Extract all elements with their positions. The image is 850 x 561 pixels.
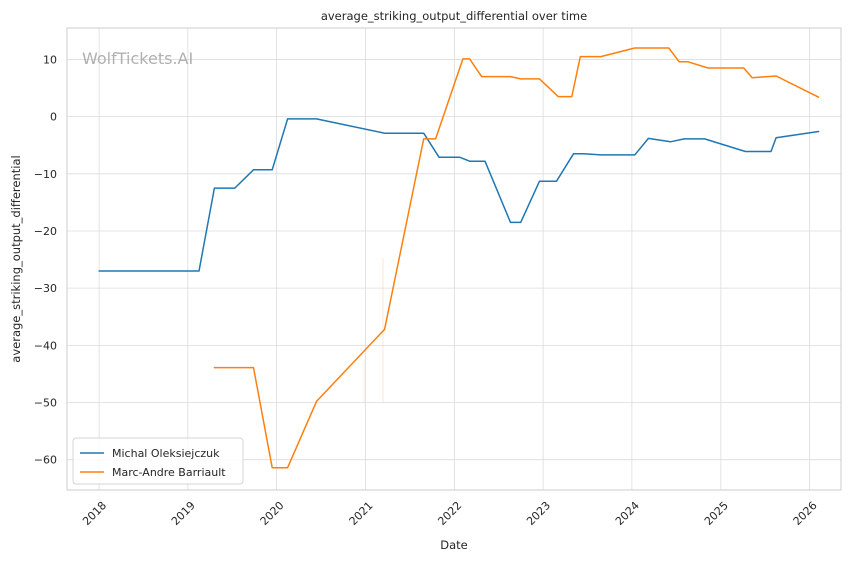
series-line-michal-oleksiejczuk bbox=[98, 118, 820, 272]
y-tick-labels: 10 0 −10 −20 −30 −40 −50 −60 bbox=[34, 53, 57, 466]
series-line-marc-andre-barriault bbox=[213, 47, 820, 469]
y-axis-label: average_striking_output_differential bbox=[9, 155, 23, 362]
y-tick--60: −60 bbox=[34, 454, 57, 467]
legend-label-barriault: Marc-Andre Barriault bbox=[112, 466, 226, 479]
legend-label-michal: Michal Oleksiejczuk bbox=[112, 447, 220, 460]
series-layer bbox=[98, 47, 820, 469]
y-tick-10: 10 bbox=[43, 53, 57, 66]
y-tick-0: 0 bbox=[50, 111, 57, 124]
x-axis-label: Date bbox=[440, 538, 468, 552]
plot-frame bbox=[66, 27, 842, 491]
legend-box bbox=[72, 437, 244, 485]
legend: Michal Oleksiejczuk Marc-Andre Barriault bbox=[72, 437, 244, 485]
y-tick--50: −50 bbox=[34, 397, 57, 410]
y-tick--40: −40 bbox=[34, 339, 57, 352]
y-tick--10: −10 bbox=[34, 168, 57, 181]
chart-title: average_striking_output_differential ove… bbox=[321, 9, 587, 23]
watermark-text: WolfTickets.AI bbox=[82, 49, 193, 68]
grid-lines bbox=[67, 28, 841, 490]
y-tick--30: −30 bbox=[34, 282, 57, 295]
y-tick--20: −20 bbox=[34, 225, 57, 238]
